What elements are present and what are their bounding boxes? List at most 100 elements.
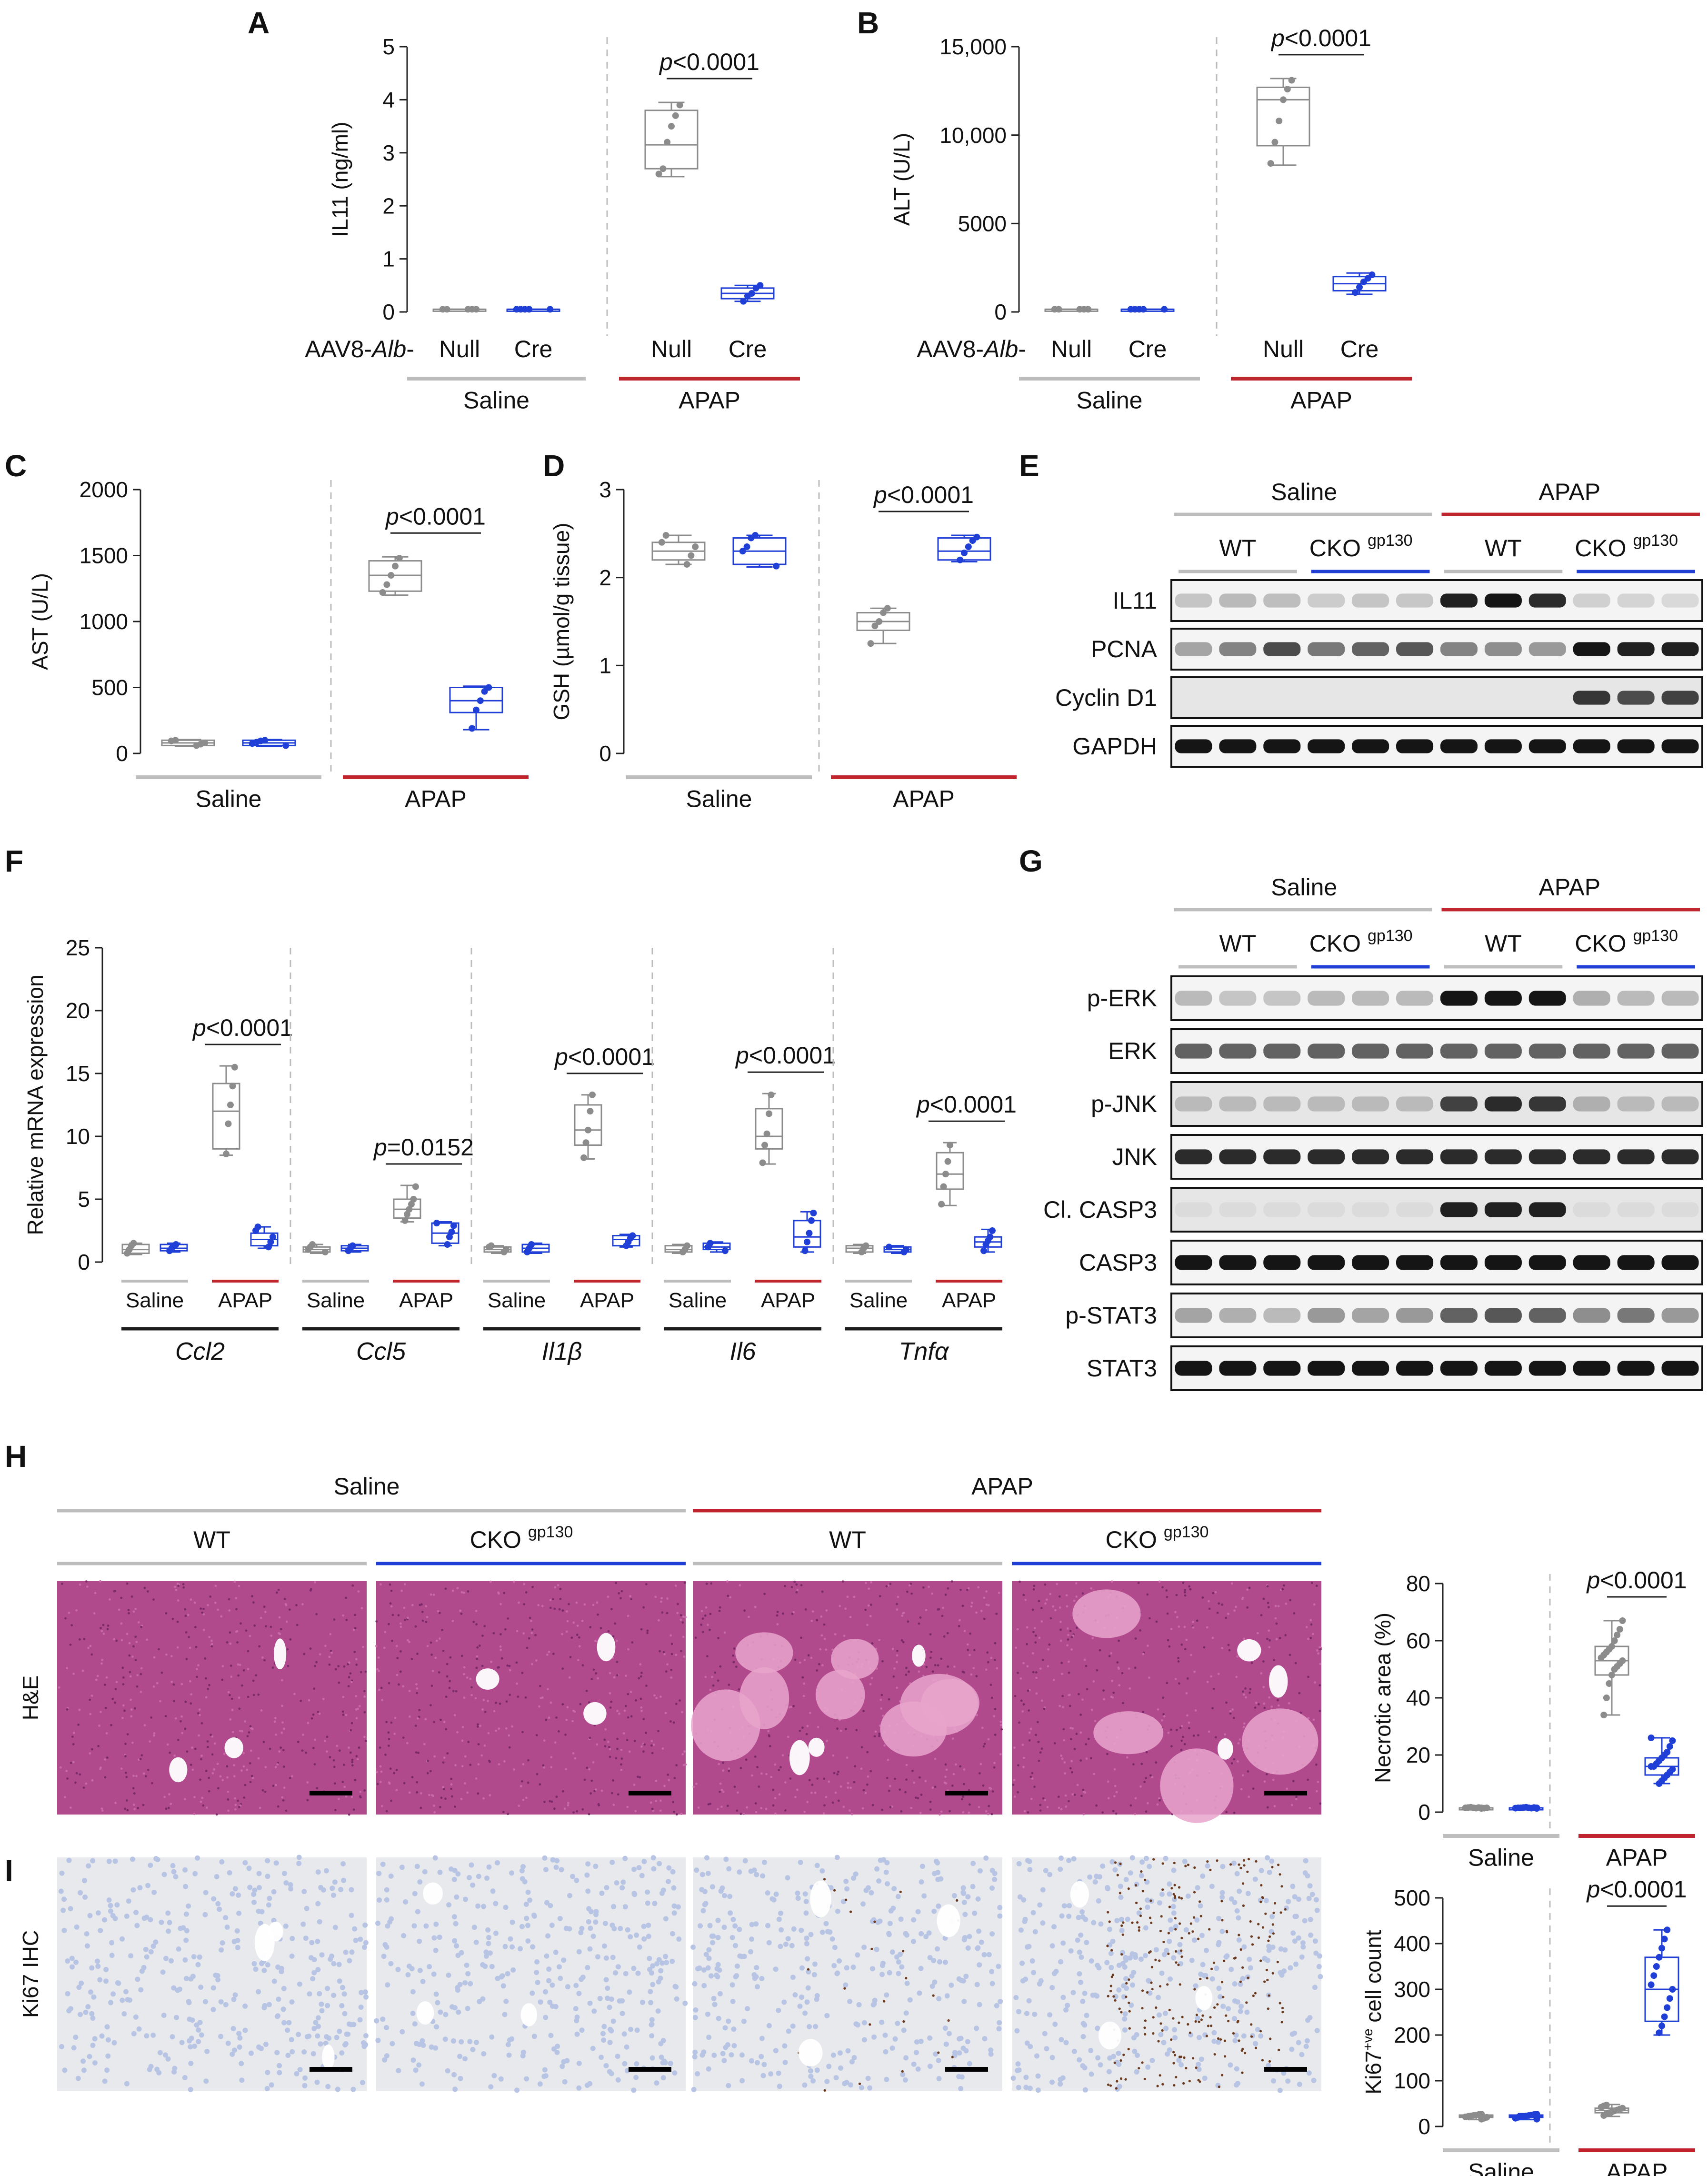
ki67-positive-nucleus [1138,1929,1140,1932]
nucleus [1080,1998,1086,2004]
nucleus [709,1613,712,1615]
nucleus [791,1613,794,1615]
nucleus [306,1799,309,1802]
blot-band [1175,1096,1212,1112]
nucleus [738,1688,740,1691]
ki67-positive-nucleus [1156,2085,1159,2087]
blot-band [1219,593,1257,608]
nucleus [403,1583,406,1585]
nucleus [754,1755,757,1758]
nucleus [175,1589,178,1591]
nucleus [258,1920,263,1926]
nucleus [1243,1722,1246,1725]
nucleus [110,1724,112,1726]
nucleus [535,1980,540,1985]
nucleus [134,1607,137,1610]
blot-band [1528,1149,1566,1164]
nucleus [313,1687,315,1690]
nucleus [1040,1607,1043,1609]
nucleus [1078,1693,1080,1695]
nucleus [564,2058,570,2064]
nucleus [252,1887,258,1893]
nucleus [1177,1660,1180,1663]
data-point [485,684,492,691]
nucleus [525,1923,530,1928]
nucleus [446,1752,449,1755]
nucleus [570,1874,576,1879]
nucleus [414,1725,417,1727]
nucleus [1190,1654,1192,1656]
nucleus [760,1873,766,1879]
nucleus [855,1729,858,1732]
nucleus [1070,1636,1073,1639]
nucleus [409,1715,411,1718]
nucleus [821,1664,824,1667]
y-tick-label: 20 [66,998,90,1023]
nucleus [906,1590,909,1593]
nucleus [523,1603,525,1605]
nucleus [592,1761,595,1764]
nucleus [880,1857,886,1863]
nucleus [989,1981,995,1986]
nucleus [408,1690,411,1693]
nucleus [784,1781,787,1784]
ki67-positive-nucleus [807,1968,809,1971]
data-point [973,533,980,541]
ki67-positive-nucleus [1241,2047,1244,2050]
nucleus [601,2024,607,2029]
nucleus [990,1813,993,1815]
nucleus [469,1677,472,1680]
nucleus [349,1913,354,1918]
nucleus [519,1785,522,1787]
nucleus [177,1584,180,1587]
nucleus [1183,1625,1186,1628]
nucleus [1303,2044,1309,2049]
nucleus [879,1698,882,1701]
nucleus [433,1921,439,1927]
nucleus [126,1633,129,1635]
nucleus [75,2076,81,2081]
y-axis-label: Ki67+ve cell count [1360,1930,1386,2094]
nucleus [198,1734,200,1737]
nucleus [211,1753,214,1756]
nucleus [124,2081,130,2086]
nucleus [589,1792,592,1795]
nucleus [1096,1898,1101,1904]
nucleus [325,2003,330,2008]
nucleus [187,1614,190,1616]
nucleus [633,2075,639,2080]
nucleus [85,2004,91,2010]
nucleus [923,1934,929,1939]
nucleus [929,1656,932,1659]
nucleus [300,1921,306,1927]
nucleus [91,1748,93,1751]
nucleus [778,1910,783,1916]
nucleus [387,1919,393,1925]
nucleus [314,1665,317,1667]
ki67-positive-nucleus [1115,2087,1118,2090]
nucleus [663,1954,668,1959]
nucleus [1068,1800,1070,1803]
nucleus [607,2040,613,2046]
blot-band [1219,1202,1257,1217]
nucleus [241,1684,243,1687]
nucleus [432,1795,435,1797]
nucleus [944,1594,947,1596]
nucleus [379,1781,382,1784]
nucleus [599,1890,605,1896]
nucleus [1252,1787,1255,1790]
nucleus [1149,2057,1155,2063]
nucleus [132,1610,135,1613]
nucleus [878,1735,880,1737]
nucleus [1085,1743,1088,1745]
nucleus [817,1725,819,1728]
blot-band [1484,1149,1522,1164]
nucleus [388,1961,394,1966]
nucleus [176,1621,179,1623]
nucleus [883,2049,889,2055]
ki67-positive-nucleus [1238,2039,1240,2042]
nucleus [1143,1953,1148,1958]
nucleus [1296,1935,1301,1941]
nucleus [887,1921,893,1926]
nucleus [535,1659,538,1662]
